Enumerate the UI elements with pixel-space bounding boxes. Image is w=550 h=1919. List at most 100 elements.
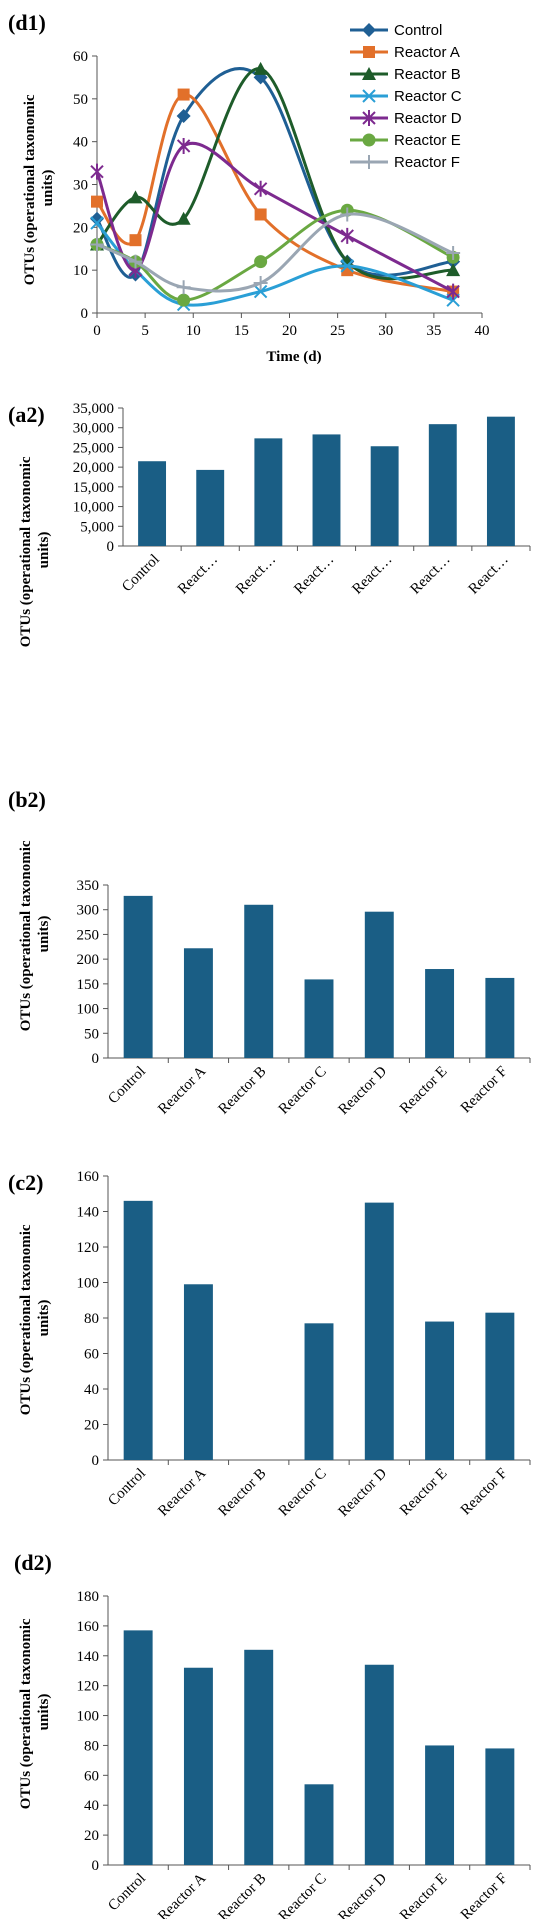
y-axis-title-line2: units) <box>40 170 56 207</box>
data-point <box>362 67 376 80</box>
category-label: Control <box>119 552 163 596</box>
category-label: Reactor B <box>216 1466 270 1520</box>
y-tick-label: 50 <box>84 1026 99 1042</box>
data-point <box>446 246 461 261</box>
x-tick-label: 10 <box>186 323 201 339</box>
bar <box>485 977 515 1058</box>
data-point <box>254 208 267 221</box>
bar <box>244 1649 274 1865</box>
panel-c2: (c2) OTUs (operational taxonomic units) … <box>0 1160 550 1530</box>
category-label: Control <box>105 1064 149 1108</box>
x-tick-label: 25 <box>330 323 345 339</box>
x-axis-title: Time (d) <box>266 349 321 365</box>
data-point <box>176 280 191 295</box>
category-label: Reactor E <box>397 1064 450 1117</box>
y-tick-label: 0 <box>92 1051 100 1067</box>
y-tick-label: 80 <box>84 1311 99 1327</box>
data-point <box>176 108 191 123</box>
y-tick-label: 350 <box>77 878 100 894</box>
y-axis-title-line2: units) <box>36 916 52 953</box>
category-label: React… <box>175 552 221 598</box>
y-tick-label: 300 <box>77 903 100 919</box>
bar <box>123 895 153 1058</box>
data-point <box>91 195 103 208</box>
bar <box>254 438 283 546</box>
legend-label: Reactor B <box>394 66 461 83</box>
y-axis-title-line1: OTUs (operational taxonomic <box>22 94 38 285</box>
legend-label: Reactor D <box>394 110 462 127</box>
series-reactor-f <box>90 207 461 295</box>
y-tick-label: 140 <box>77 1649 100 1665</box>
y-axis-title-line1: OTUs (operational taxonomic <box>18 1224 34 1415</box>
y-tick-label: 25,000 <box>73 440 114 456</box>
y-tick-label: 120 <box>77 1240 100 1256</box>
bar <box>183 948 213 1058</box>
data-point <box>340 207 355 222</box>
panel-d2: (d2) OTUs (operational taxonomic units) … <box>0 1530 550 1919</box>
bar <box>486 416 515 546</box>
y-axis-title: OTUs (operational taxonomic units) <box>18 1221 52 1416</box>
bar <box>485 1312 515 1460</box>
data-point <box>129 234 142 247</box>
data-point <box>177 88 190 101</box>
bar <box>312 434 341 546</box>
legend-label: Control <box>394 22 442 39</box>
data-point <box>176 211 191 225</box>
bar <box>425 1321 455 1460</box>
bar-chart-a2: (a2) OTUs (operational taxonomic units) … <box>8 401 531 648</box>
bar-chart-d2: (d2) OTUs (operational taxonomic units) … <box>14 1550 531 1919</box>
y-tick-label: 60 <box>84 1347 99 1363</box>
x-tick-label: 40 <box>475 323 490 339</box>
y-tick-label: 30,000 <box>73 421 114 437</box>
data-point <box>90 163 104 180</box>
legend-label: Reactor F <box>394 154 460 171</box>
bar <box>425 969 455 1058</box>
panel-label: (d1) <box>8 10 46 35</box>
data-point <box>253 180 268 197</box>
category-label: Reactor C <box>276 1064 330 1118</box>
x-tick-label: 0 <box>93 323 101 339</box>
category-label: Reactor A <box>155 1870 209 1919</box>
bar <box>138 461 167 546</box>
category-label: Reactor C <box>276 1871 330 1919</box>
data-point <box>253 284 268 299</box>
y-tick-label: 20 <box>73 220 88 236</box>
bar <box>196 469 225 546</box>
y-tick-label: 0 <box>107 539 115 555</box>
data-point <box>253 276 268 291</box>
bar <box>364 1664 394 1865</box>
data-point <box>362 89 376 103</box>
category-label: Reactor E <box>397 1466 450 1519</box>
y-tick-label: 160 <box>77 1619 100 1635</box>
bar <box>123 1200 153 1460</box>
data-point <box>176 137 191 154</box>
category-label: Reactor E <box>397 1871 450 1919</box>
category-label: Reactor A <box>155 1063 209 1117</box>
category-label: React… <box>466 552 512 598</box>
y-tick-label: 20 <box>84 1418 99 1434</box>
y-axis-title: OTUs (operational taxonomic units) <box>18 453 52 648</box>
data-point <box>340 259 354 273</box>
y-axis-title-line2: units) <box>36 1300 52 1337</box>
x-tick-label: 5 <box>141 323 149 339</box>
panel-label: (b2) <box>8 787 46 812</box>
y-tick-label: 120 <box>77 1679 100 1695</box>
data-point <box>363 46 375 58</box>
data-point <box>362 133 376 147</box>
y-tick-label: 0 <box>81 306 89 322</box>
y-tick-label: 20 <box>84 1828 99 1844</box>
y-axis-title: OTUs (operational taxonomic units) <box>22 91 56 286</box>
bar-chart-c2: (c2) OTUs (operational taxonomic units) … <box>8 1169 531 1520</box>
legend-entry: Reactor B <box>350 66 461 83</box>
y-tick-label: 60 <box>73 49 88 65</box>
category-label: Reactor B <box>216 1064 270 1118</box>
y-tick-label: 150 <box>77 977 100 993</box>
bar <box>183 1667 213 1865</box>
y-tick-label: 100 <box>77 1002 100 1018</box>
data-point <box>446 283 460 300</box>
bar <box>428 424 457 546</box>
category-label: Reactor C <box>276 1466 330 1520</box>
x-tick-label: 20 <box>282 323 297 339</box>
panel-d1: (d1) OTUs (operational taxonomic units) … <box>0 0 550 392</box>
category-label: Reactor D <box>336 1870 391 1919</box>
